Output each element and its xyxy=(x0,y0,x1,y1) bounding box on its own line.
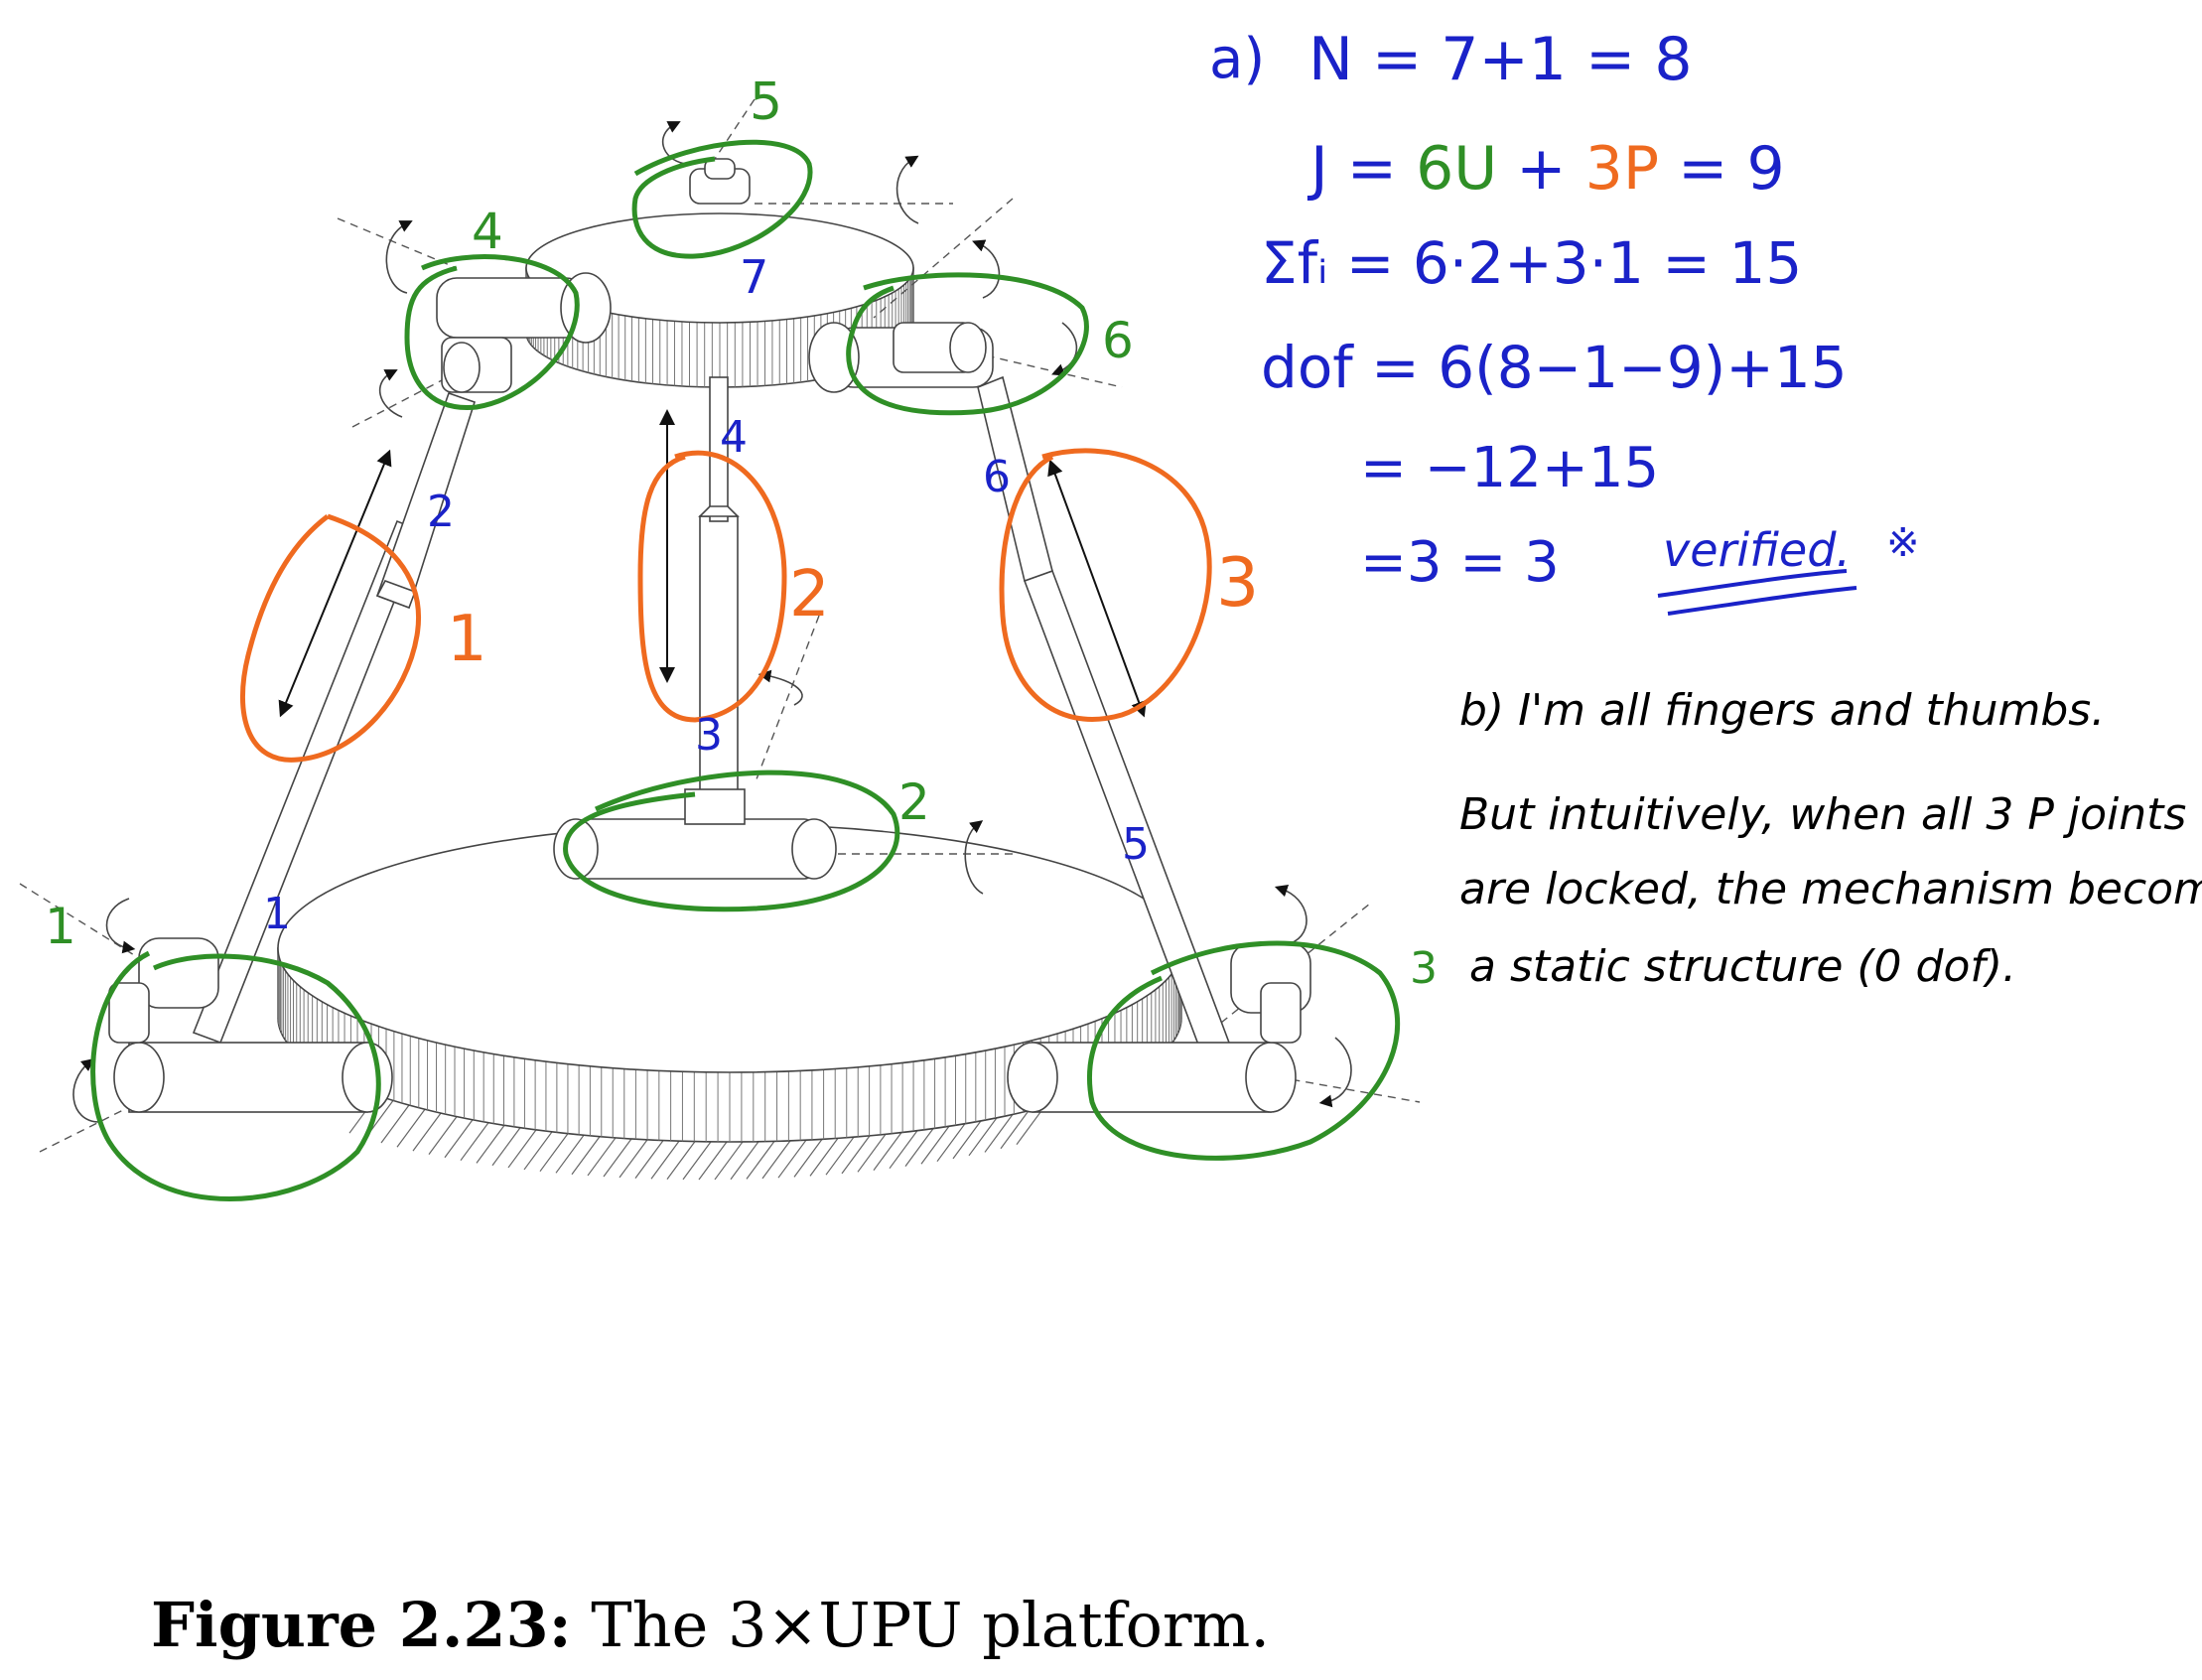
ground-hatching xyxy=(348,1094,1045,1181)
p-joint-label-1: 1 xyxy=(447,603,487,676)
u-joint-label-6: 6 xyxy=(1102,312,1134,369)
u-joint-label-4: 4 xyxy=(472,203,503,260)
p-joint-labels: 1 2 3 xyxy=(447,544,1259,676)
u-joint-base-middle xyxy=(553,788,837,880)
u-joint-label-2: 2 xyxy=(898,773,930,831)
part-a-calculation: a) N = 7+1 = 8 J = 6U + 3P = 9 Σfᵢ = 6·2… xyxy=(1209,25,1920,595)
u-joint-label-5: 5 xyxy=(750,72,782,132)
green-u-joint-markings xyxy=(90,139,1401,1201)
u-joint-top-left xyxy=(436,272,612,393)
p-joint-label-2: 2 xyxy=(789,558,830,631)
rotation-arrows xyxy=(72,121,1352,1123)
part-a-line3: Σfᵢ = 6·2+3·1 = 15 xyxy=(1261,229,1802,297)
orange-p-joint-markings xyxy=(239,448,1212,763)
link-label-4: 4 xyxy=(720,412,748,463)
part-a-line4: dof = 6(8−1−9)+15 xyxy=(1261,334,1848,401)
part-a-line2: J = 6U + 3P = 9 xyxy=(1307,134,1785,204)
part-b-line4: a static structure (0 dof). xyxy=(1469,941,2016,992)
u-joint-top-right xyxy=(808,322,994,393)
prismatic-arrows xyxy=(278,409,1147,718)
u-joint-label-1: 1 xyxy=(45,898,76,955)
figure-caption-text: The 3×UPU platform. xyxy=(571,1589,1271,1661)
part-a-verified: verified. xyxy=(1663,523,1851,577)
part-b-line1: b) I'm all fingers and thumbs. xyxy=(1459,685,2105,736)
part-a-line1: N = 7+1 = 8 xyxy=(1308,25,1693,94)
part-b-line3: are locked, the mechanism becomes xyxy=(1459,864,2202,914)
link-label-1: 1 xyxy=(263,889,291,939)
part-b-line2: But intuitively, when all 3 P joints xyxy=(1459,789,2186,840)
link-labels: 1 2 3 4 5 6 7 xyxy=(263,250,1150,939)
part-a-label: a) xyxy=(1209,27,1265,91)
figure-caption: Figure 2.23: The 3×UPU platform. xyxy=(151,1589,1270,1661)
verified-underline xyxy=(1657,569,1858,616)
link-label-5: 5 xyxy=(1122,819,1150,870)
link-label-7: 7 xyxy=(740,250,768,304)
p-joint-label-3: 3 xyxy=(1216,544,1259,623)
u-joint-base-right xyxy=(1007,942,1311,1113)
link-label-2: 2 xyxy=(427,487,455,537)
link-label-3: 3 xyxy=(695,710,723,761)
part-a-mark: ※ xyxy=(1886,520,1920,566)
u-joint-labels: 1 2 3 4 5 6 xyxy=(45,72,1438,994)
u-joint-label-3: 3 xyxy=(1410,943,1438,994)
part-a-line6: =3 = 3 xyxy=(1360,530,1560,595)
link-label-6: 6 xyxy=(983,452,1011,502)
u-joint-top-back xyxy=(689,158,751,205)
part-a-line5: = −12+15 xyxy=(1360,436,1659,500)
part-b-text: b) I'm all fingers and thumbs. But intui… xyxy=(1459,685,2202,992)
figure-caption-label: Figure 2.23: xyxy=(151,1589,572,1661)
